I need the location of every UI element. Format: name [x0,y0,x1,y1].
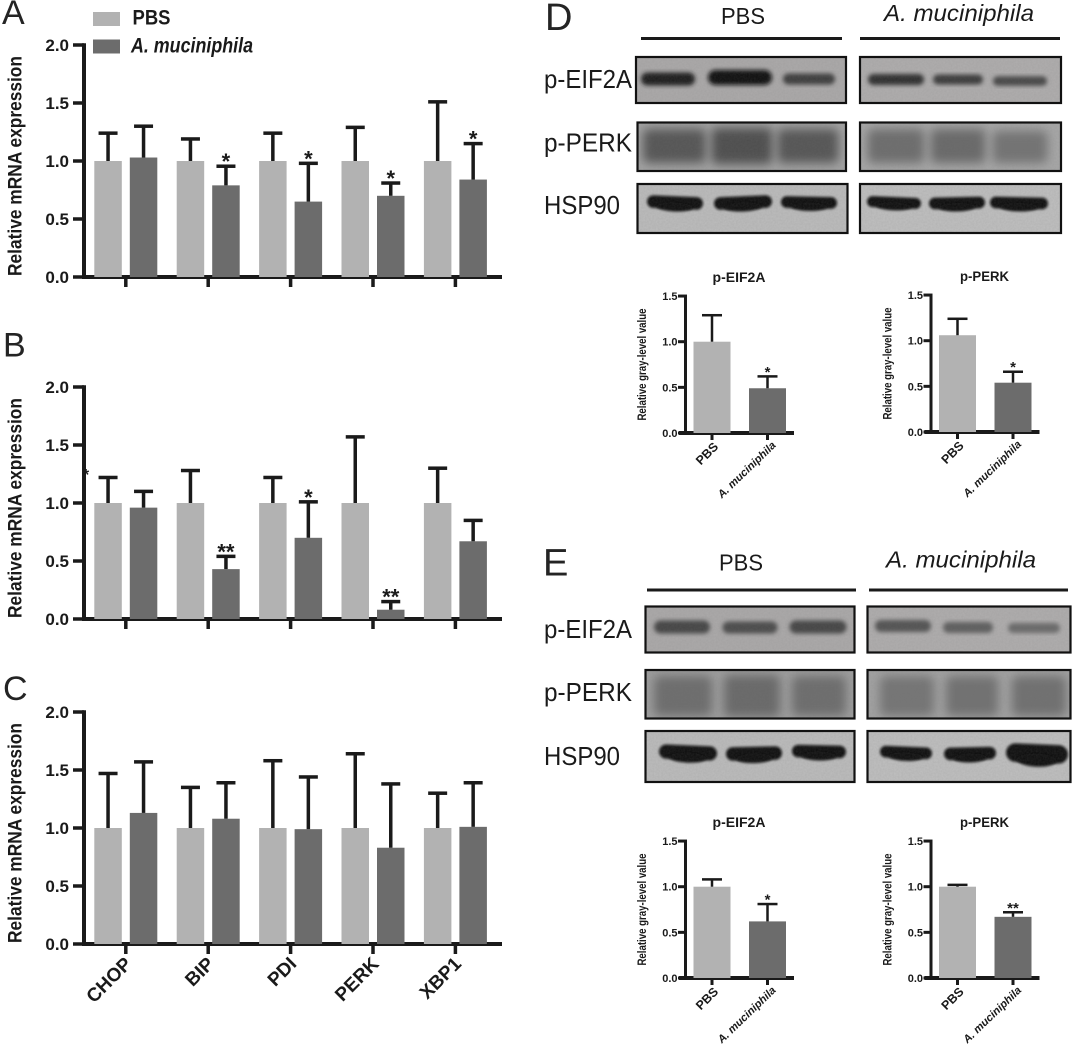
svg-text:1.0: 1.0 [908,336,923,348]
svg-text:*: * [386,166,395,191]
svg-text:2.0: 2.0 [45,36,69,55]
svg-text:1.0: 1.0 [45,152,69,171]
svg-text:PBS: PBS [133,7,171,30]
svg-text:*: * [765,364,771,381]
svg-text:0.0: 0.0 [45,268,69,287]
svg-text:p-PERK: p-PERK [544,677,633,707]
svg-text:1.5: 1.5 [908,290,923,302]
svg-text:p-PERK: p-PERK [544,128,633,158]
svg-text:2.0: 2.0 [45,703,69,722]
svg-text:1.0: 1.0 [662,882,677,894]
svg-text:1.5: 1.5 [662,291,677,303]
svg-text:**: ** [217,539,235,564]
svg-text:*: * [1010,359,1016,376]
svg-text:Relative mRNA expression: Relative mRNA expression [5,398,27,618]
svg-text:p-EIF2A: p-EIF2A [713,270,766,285]
svg-text:0.0: 0.0 [45,610,69,629]
svg-text:Relative gray-level value: Relative gray-level value [883,854,895,966]
svg-text:1.5: 1.5 [45,761,69,780]
svg-text:1.5: 1.5 [45,94,69,113]
svg-text:HSP90: HSP90 [544,190,620,220]
svg-text:*: * [469,127,478,152]
svg-text:Relative mRNA expression: Relative mRNA expression [5,56,27,276]
svg-text:0.0: 0.0 [908,427,923,439]
svg-text:A. muciniphila: A. muciniphila [130,35,253,58]
svg-text:PBS: PBS [721,3,765,29]
svg-text:Relative mRNA expression: Relative mRNA expression [5,723,27,943]
svg-text:A. muciniphila: A. muciniphila [882,0,1034,26]
svg-text:p-PERK: p-PERK [960,815,1009,830]
svg-text:0.5: 0.5 [45,552,69,571]
svg-text:*: * [304,146,313,171]
svg-text:**: ** [1007,900,1019,917]
svg-text:0.5: 0.5 [908,927,923,939]
svg-text:*: * [304,485,313,510]
svg-text:Relative gray-level value: Relative gray-level value [637,309,649,421]
svg-text:Relative gray-level value: Relative gray-level value [637,854,649,966]
svg-text:1.0: 1.0 [908,882,923,894]
svg-text:0.0: 0.0 [908,973,923,985]
svg-text:B: B [3,327,26,365]
svg-text:0.5: 0.5 [662,382,677,394]
svg-text:0.0: 0.0 [662,973,677,985]
svg-text:1.5: 1.5 [908,836,923,848]
svg-text:p-EIF2A: p-EIF2A [713,815,766,830]
svg-text:HSP90: HSP90 [544,741,620,771]
svg-text:D: D [545,0,572,39]
svg-text:0.5: 0.5 [662,927,677,939]
svg-text:1.0: 1.0 [45,819,69,838]
svg-text:*: * [765,892,771,909]
svg-text:E: E [543,543,568,585]
svg-text:0.5: 0.5 [45,210,69,229]
svg-text:A: A [2,0,25,32]
svg-text:C: C [3,670,28,708]
svg-text:0.0: 0.0 [45,935,69,954]
svg-text:*: * [222,149,231,174]
svg-text:2.0: 2.0 [45,378,69,397]
svg-text:1.0: 1.0 [45,494,69,513]
svg-text:0.5: 0.5 [45,877,69,896]
svg-text:0.0: 0.0 [662,428,677,440]
svg-text:1.0: 1.0 [662,337,677,349]
svg-text:p-PERK: p-PERK [960,269,1009,284]
svg-text:A. muciniphila: A. muciniphila [884,547,1036,573]
svg-text:1.5: 1.5 [662,836,677,848]
svg-text:p-EIF2A: p-EIF2A [544,64,633,94]
svg-text:**: ** [382,585,400,610]
svg-text:p-EIF2A: p-EIF2A [544,614,633,644]
svg-text:*: * [83,467,90,484]
svg-text:1.5: 1.5 [45,436,69,455]
svg-text:Relative gray-level value: Relative gray-level value [883,308,895,420]
svg-text:PBS: PBS [719,550,763,576]
svg-text:0.5: 0.5 [908,381,923,393]
